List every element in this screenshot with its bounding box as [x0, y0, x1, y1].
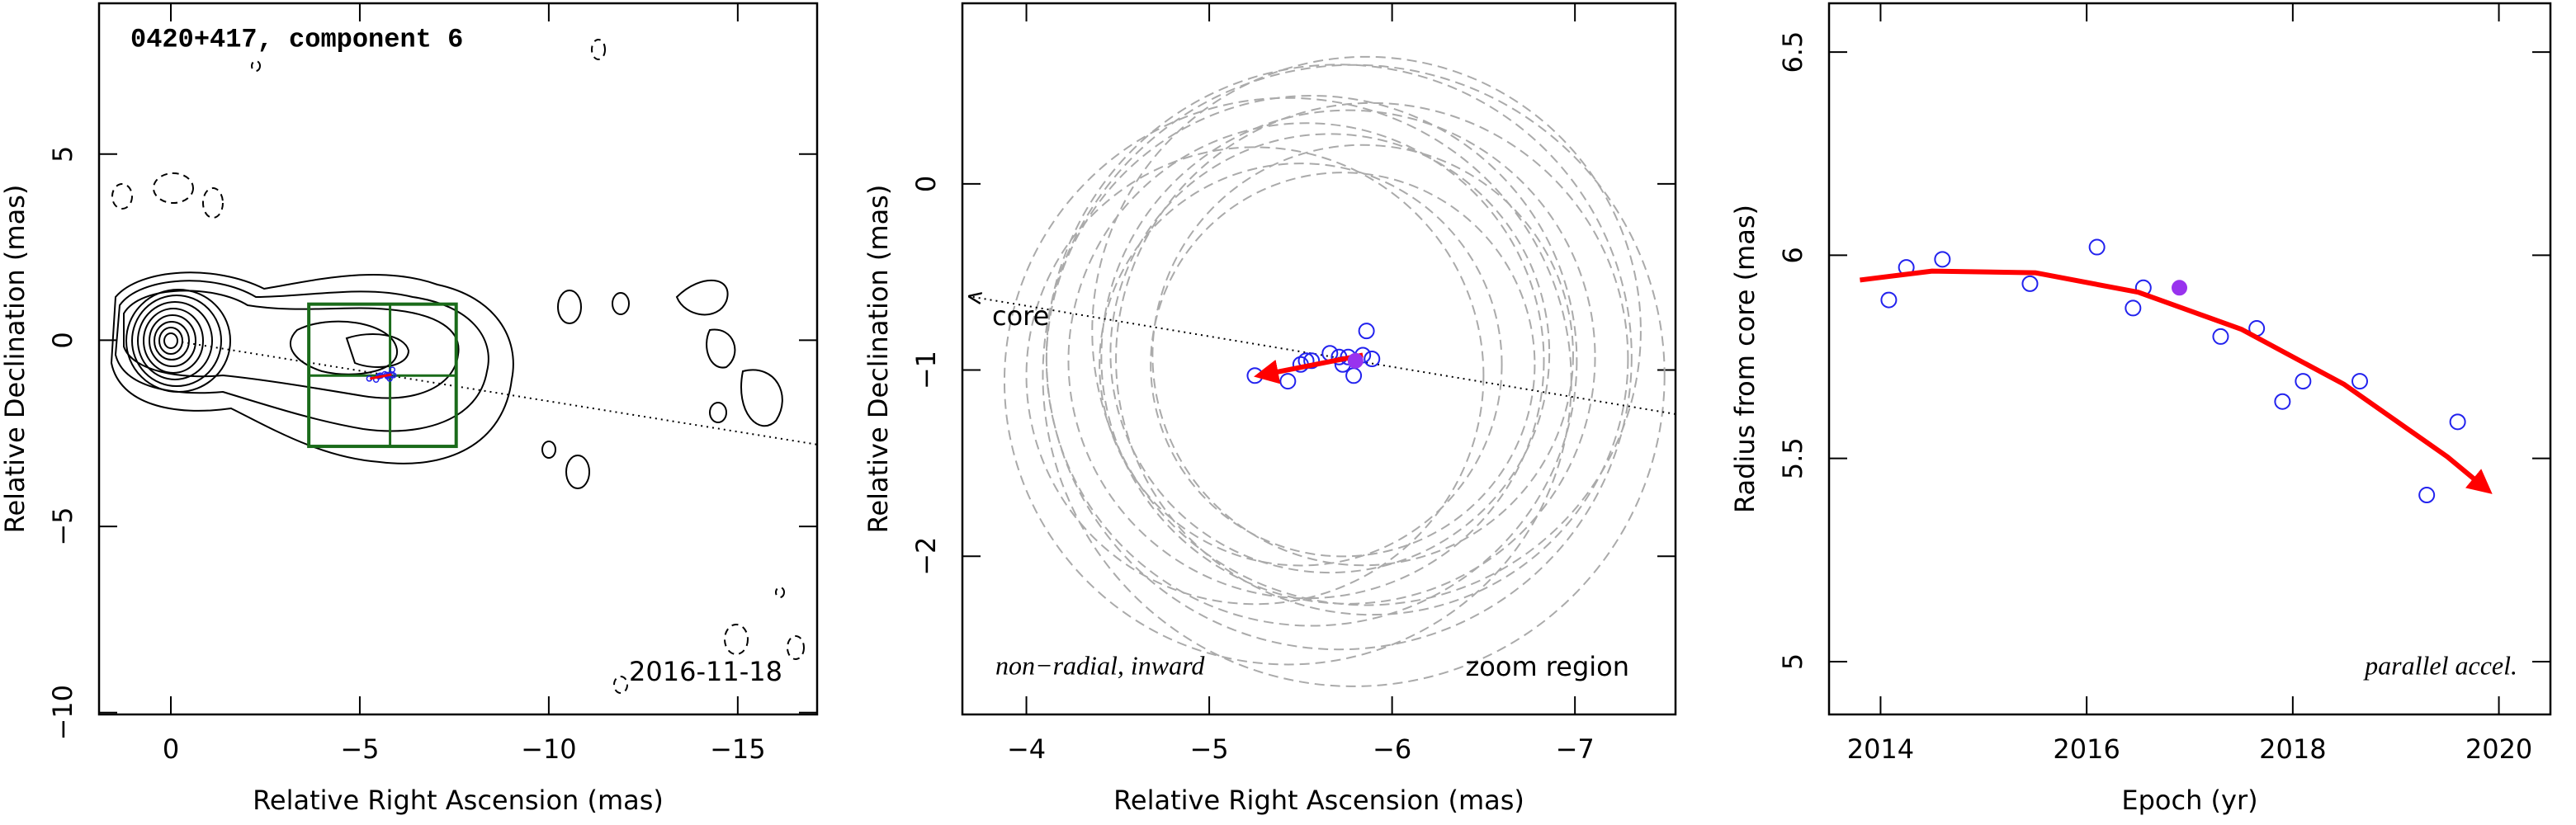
data-point [2295, 373, 2312, 390]
x-tick-label: −10 [521, 733, 577, 765]
data-point [1303, 352, 1321, 370]
y-tick-label: −10 [47, 685, 78, 741]
x-axis-label: Epoch (yr) [2121, 785, 2257, 816]
y-tick-label: −2 [910, 537, 942, 576]
y-tick-label: 0 [47, 332, 78, 348]
x-tick-label: −5 [340, 733, 379, 765]
x-tick-label: −15 [710, 733, 766, 765]
data-point [2274, 393, 2291, 410]
beam-circle [1100, 109, 1596, 605]
x-tick-label: −5 [1189, 733, 1228, 765]
x-tick-label: 2020 [2465, 733, 2532, 765]
y-tick-label: 5.5 [1777, 437, 1808, 479]
data-point [2449, 413, 2466, 431]
data-point [1358, 323, 1375, 340]
y-axis-label: Relative Declination (mas) [863, 185, 894, 534]
zoom-label: zoom region [1466, 651, 1630, 682]
data-point [2021, 275, 2039, 292]
beam-circle [1003, 97, 1572, 666]
beam-circle [1045, 64, 1633, 651]
plot-frame [1827, 2, 2552, 716]
plot-frame [97, 2, 819, 716]
contour-map [110, 39, 805, 694]
fit-curve [1860, 268, 2493, 494]
data-point [1880, 291, 1898, 309]
panel-title: 0420+417, component 6 [130, 24, 463, 54]
y-tick-label: 6 [1777, 247, 1808, 263]
x-tick-label: −4 [1007, 733, 1046, 765]
data-point [2125, 299, 2142, 317]
motion-arrow [1254, 352, 1364, 384]
plot-area [182, 302, 817, 449]
date-label: 2016-11-18 [629, 656, 782, 687]
x-tick-label: −7 [1556, 733, 1595, 765]
data-point [1345, 367, 1363, 384]
data-point [2212, 328, 2229, 345]
core-direction [970, 296, 1676, 415]
mean-point [1347, 352, 1364, 369]
x-tick-label: 2014 [1847, 733, 1914, 765]
y-tick-label: 5 [47, 146, 78, 163]
data-point [1279, 373, 1297, 390]
beam-circle [1099, 163, 1503, 567]
plot-area [1860, 238, 2493, 504]
plot-area [970, 55, 1676, 687]
y-axis-label: Radius from core (mas) [1729, 205, 1761, 513]
beam-circle [1091, 55, 1642, 606]
x-tick-label: 2016 [2053, 733, 2120, 765]
accel-label: parallel accel. [2363, 650, 2517, 680]
beam-circle [1042, 64, 1666, 687]
data-point [2418, 487, 2436, 504]
y-tick-label: 6.5 [1777, 31, 1808, 73]
beam-circle [1151, 144, 1574, 567]
direction-line [182, 341, 817, 446]
y-tick-label: 0 [910, 176, 942, 192]
y-tick-label: −1 [910, 351, 942, 389]
y-tick-label: −5 [47, 507, 78, 546]
beam-circle [1109, 133, 1551, 574]
data-point [2088, 238, 2106, 256]
data-point [1934, 251, 1951, 268]
beam-circle [1150, 172, 1536, 558]
mean-point [2172, 280, 2188, 296]
beam-circle [1067, 122, 1545, 600]
y-tick-label: 5 [1777, 653, 1808, 670]
plot-frame [961, 2, 1677, 716]
component-position [389, 366, 396, 373]
x-axis-label: Relative Right Ascension (mas) [253, 785, 664, 816]
data-point [1364, 351, 1381, 367]
x-axis-label: Relative Right Ascension (mas) [1113, 785, 1524, 816]
beam-circle [1045, 95, 1578, 627]
motion-label: non−radial, inward [995, 650, 1205, 680]
beam-circle [1025, 146, 1485, 606]
core-label: core [992, 300, 1049, 332]
x-tick-label: 0 [163, 733, 179, 765]
motion-arrow [370, 373, 392, 380]
x-tick-label: −6 [1373, 733, 1411, 765]
beam-circle [1115, 101, 1629, 616]
x-tick-label: 2018 [2259, 733, 2326, 765]
y-axis-label: Relative Declination (mas) [0, 185, 31, 534]
data-point [2351, 373, 2369, 390]
